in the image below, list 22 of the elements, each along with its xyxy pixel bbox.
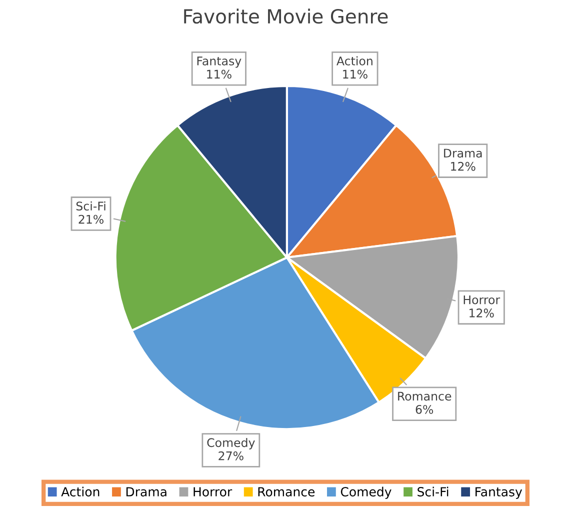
legend-label: Romance — [258, 487, 315, 496]
slice-label: Sci-Fi — [76, 201, 106, 211]
data-label: 12% — [470, 308, 494, 318]
slice-label: Comedy — [207, 438, 255, 450]
slice-label: Action — [336, 56, 372, 66]
legend-label: Fantasy — [476, 487, 522, 499]
data-label: 6% — [416, 404, 434, 414]
data-label: 11% — [207, 70, 232, 79]
data-label: 12% — [451, 162, 476, 171]
slice-label: Horror — [464, 295, 500, 304]
chart-title: Favorite Movie Genre — [184, 8, 388, 24]
legend-label: Comedy — [340, 486, 392, 499]
legend-label: Drama — [126, 487, 166, 496]
slice-label: Romance — [398, 392, 452, 401]
slice-label: Fantasy — [197, 56, 242, 68]
slice-label: Drama — [444, 148, 482, 158]
data-label: 11% — [343, 70, 368, 79]
legend-label: Horror — [194, 487, 232, 496]
data-label: 27% — [218, 451, 244, 460]
legend-label: Action — [61, 486, 100, 496]
legend-label: Sci-Fi — [418, 486, 448, 496]
data-label: 21% — [78, 214, 104, 224]
